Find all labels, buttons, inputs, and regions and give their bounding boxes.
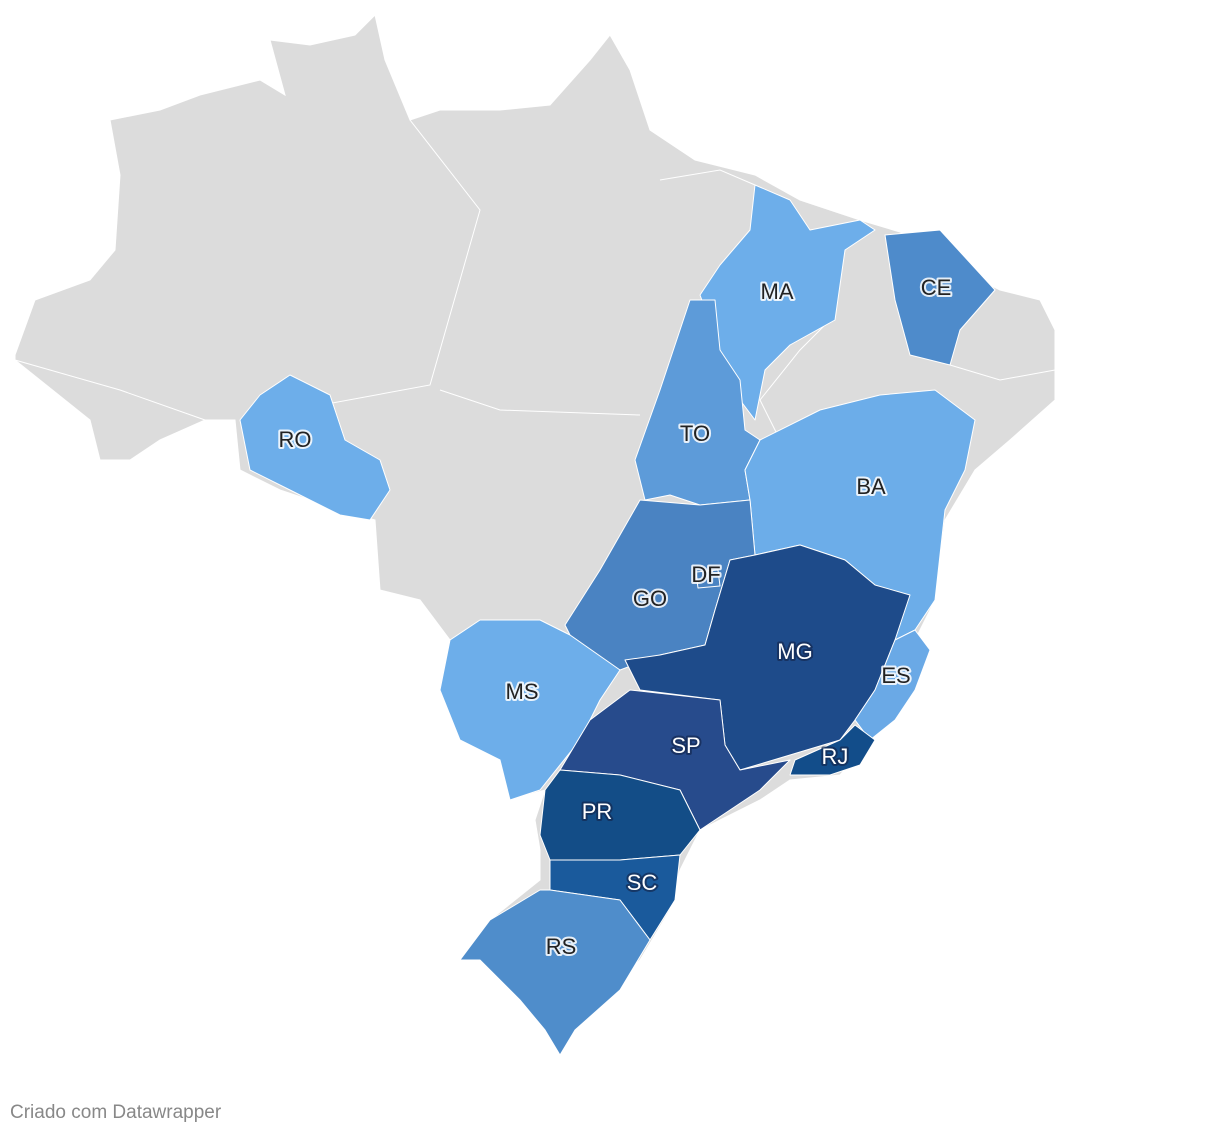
state-label: SC [627,870,658,895]
state-label: RJ [822,744,849,769]
state-label: RO [279,427,312,452]
state-label: TO [680,421,710,446]
state-region [695,569,721,589]
state-region [559,689,791,831]
state-region [699,184,876,421]
credit-footer: Criado com Datawrapper [10,1102,222,1123]
state-region [624,544,911,771]
state-label: BA [856,474,886,499]
state-region [854,629,931,741]
state-label: GO [633,586,667,611]
state-label: SP [671,733,700,758]
state-label: PR [582,799,613,824]
state-label: CE [921,275,952,300]
state-label: RS [546,934,577,959]
state-region [239,374,391,521]
state-label: ES [881,663,910,688]
state-region [789,724,876,776]
state-label: MS [506,679,539,704]
state-label: MA [761,279,794,304]
state-region [884,229,996,366]
state-label: DF [691,562,720,587]
state-label: MG [777,639,812,664]
state-region [459,889,651,1056]
